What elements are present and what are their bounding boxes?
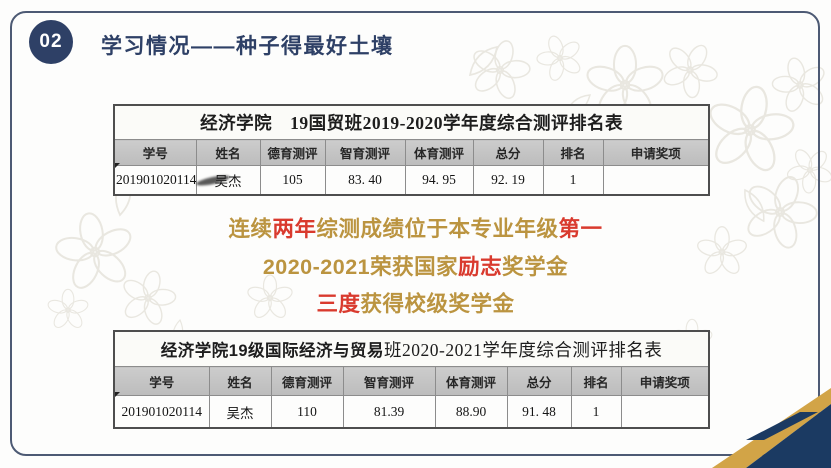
cell-rank: 1 bbox=[542, 165, 604, 196]
cell-name: 吴杰 bbox=[208, 395, 272, 429]
table-title-bold: 经济学院19级国际经济与贸易 bbox=[160, 341, 385, 360]
slide-border-frame bbox=[10, 11, 820, 456]
cell-academic-score: 81.39 bbox=[342, 395, 436, 429]
cell-pe-score: 88.90 bbox=[434, 395, 508, 429]
col-name: 姓名 bbox=[208, 366, 272, 396]
col-total-score: 总分 bbox=[472, 139, 544, 166]
table-row: 201901020114 吴杰 110 81.39 88.90 91. 48 1 bbox=[113, 395, 710, 429]
highlight-line-1: 连续两年综测成绩位于本专业年级第一 bbox=[228, 217, 603, 241]
col-rank: 排名 bbox=[542, 139, 604, 166]
slide-title: 学习情况——种子得最好土壤 bbox=[101, 35, 394, 58]
ranking-table-2019-2020: 经济学院 19国贸班2019-2020学年度综合测评排名表 学号 姓名 德育测评… bbox=[113, 104, 711, 196]
col-total-score: 总分 bbox=[506, 366, 572, 396]
table-header-row: 学号 姓名 德育测评 智育测评 体育测评 总分 排名 申请奖项 bbox=[113, 139, 710, 166]
highlight-line-2: 2020-2021荣获国家励志奖学金 bbox=[262, 254, 569, 279]
cell-award-application bbox=[620, 395, 710, 429]
col-student-id: 学号 bbox=[113, 366, 210, 396]
table-title-rest: 班2020-2021学年度综合测评排名表 bbox=[384, 339, 663, 360]
cell-award-application bbox=[602, 165, 710, 196]
col-moral-score: 德育测评 bbox=[270, 366, 344, 396]
cell-academic-score: 83. 40 bbox=[324, 165, 406, 196]
col-academic-score: 智育测评 bbox=[324, 139, 406, 166]
col-award-application: 申请奖项 bbox=[620, 366, 710, 396]
cell-corner-notch bbox=[115, 163, 120, 168]
cell-total-score: 92. 19 bbox=[472, 165, 544, 196]
table-title: 经济学院19级国际经济与贸易班2020-2021学年度综合测评排名表 bbox=[113, 330, 710, 367]
col-award-application: 申请奖项 bbox=[602, 139, 710, 166]
col-pe-score: 体育测评 bbox=[434, 366, 508, 396]
table-row: 201901020114 吴杰 105 83. 40 94. 95 92. 19… bbox=[113, 165, 710, 196]
cell-corner-notch bbox=[115, 392, 120, 397]
table-title: 经济学院 19国贸班2019-2020学年度综合测评排名表 bbox=[113, 104, 710, 140]
cell-moral-score: 110 bbox=[270, 395, 344, 429]
ranking-table-2020-2021: 经济学院19级国际经济与贸易班2020-2021学年度综合测评排名表 学号 姓名… bbox=[113, 330, 711, 429]
col-academic-score: 智育测评 bbox=[342, 366, 436, 396]
col-moral-score: 德育测评 bbox=[259, 139, 326, 166]
highlight-line-3: 三度获得校级奖学金 bbox=[316, 292, 515, 316]
section-number-badge: 02 bbox=[29, 20, 73, 64]
section-number: 02 bbox=[39, 31, 63, 52]
col-rank: 排名 bbox=[570, 366, 622, 396]
col-student-id: 学号 bbox=[113, 139, 197, 166]
cell-total-score: 91. 48 bbox=[506, 395, 572, 429]
table-header-row: 学号 姓名 德育测评 智育测评 体育测评 总分 排名 申请奖项 bbox=[113, 366, 710, 396]
achievement-highlights: 连续两年综测成绩位于本专业年级第一 2020-2021荣获国家励志奖学金 三度获… bbox=[0, 211, 831, 324]
cell-student-id: 201901020114 bbox=[113, 165, 197, 196]
col-name: 姓名 bbox=[195, 139, 261, 166]
col-pe-score: 体育测评 bbox=[404, 139, 474, 166]
cell-pe-score: 94. 95 bbox=[404, 165, 474, 196]
cell-rank: 1 bbox=[570, 395, 622, 429]
cell-moral-score: 105 bbox=[259, 165, 326, 196]
cell-student-id: 201901020114 bbox=[113, 395, 210, 429]
